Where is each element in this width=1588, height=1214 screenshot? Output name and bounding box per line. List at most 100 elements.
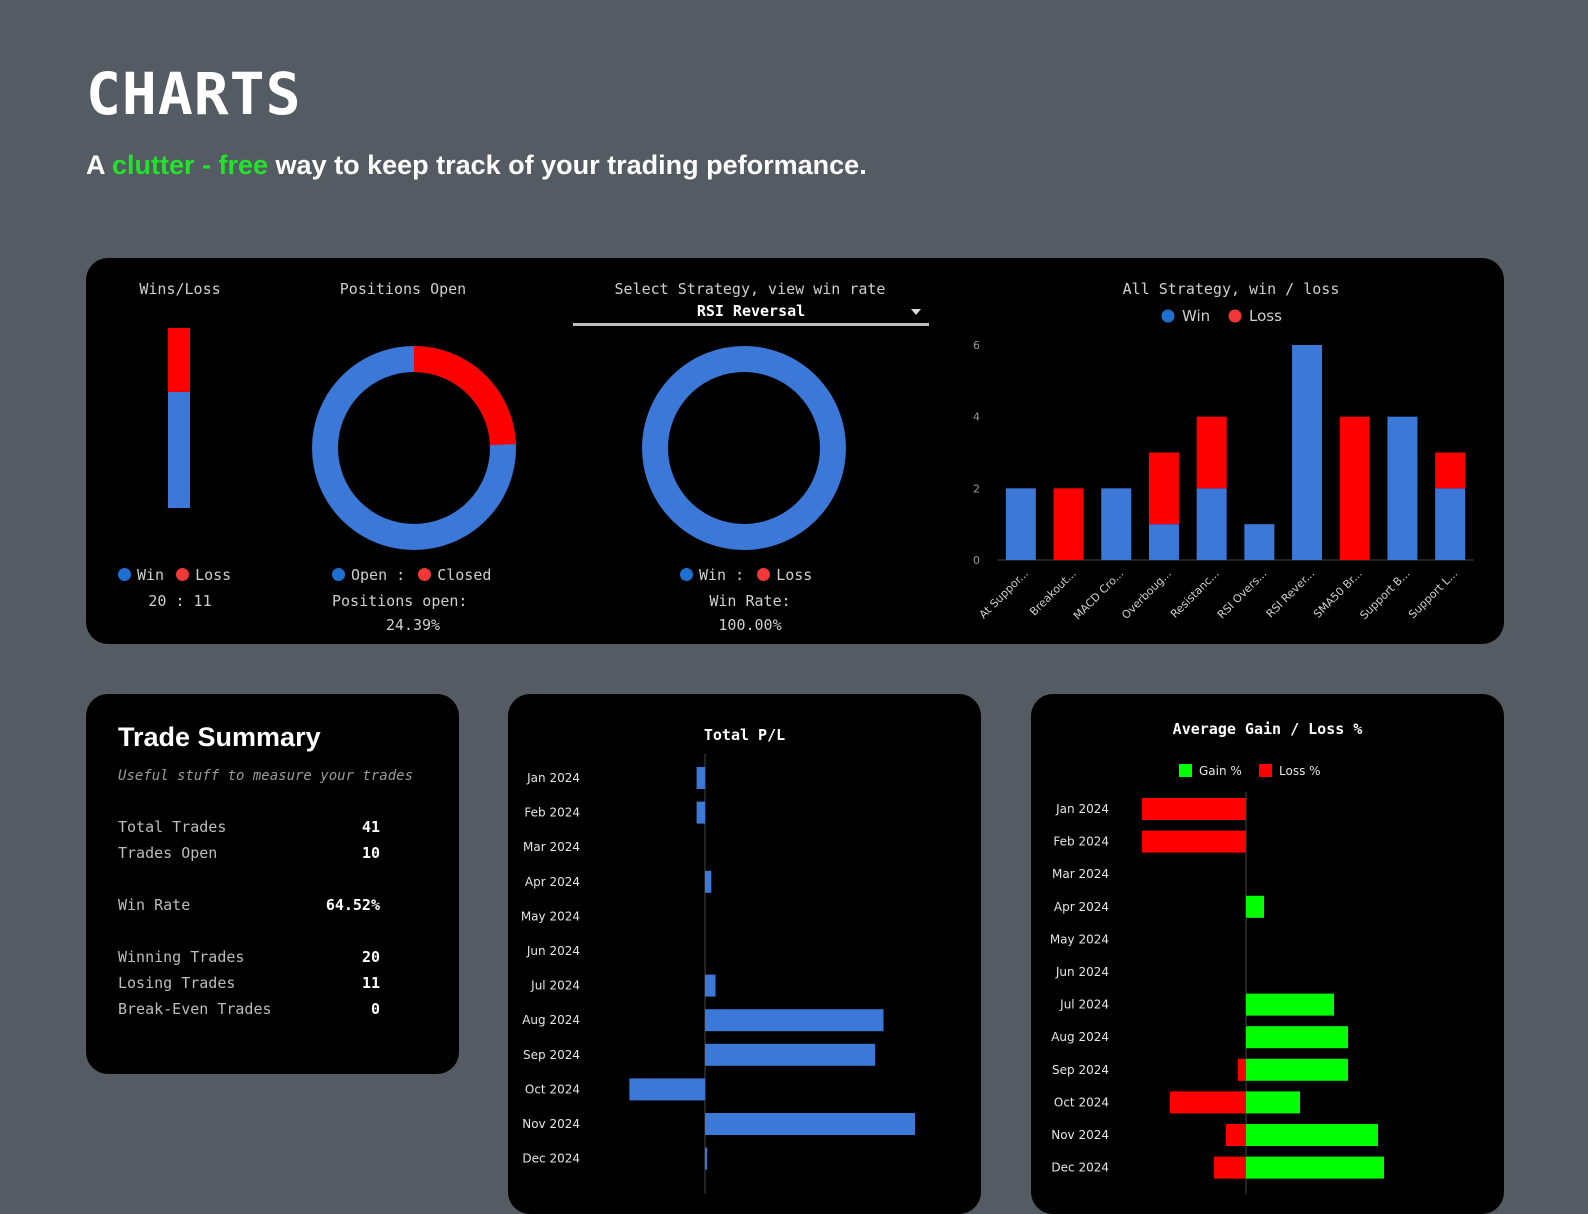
losing-trades-value: 11 <box>361 974 380 992</box>
positions-open-donut <box>312 346 516 550</box>
overview-panel: Wins/Loss Win Loss 20 : 11 Positions Open… <box>86 258 1504 644</box>
page-subtitle: A clutter - free way to keep track of yo… <box>86 150 867 181</box>
pl-bar <box>705 1147 708 1170</box>
win-dot-icon <box>680 568 693 581</box>
all-strategy-title: All Strategy, win / loss <box>1122 280 1340 298</box>
win-dot-icon <box>118 568 131 581</box>
legend-win-label: Win <box>1182 307 1210 325</box>
loss-legend-swatch <box>1259 764 1272 777</box>
y-tick-label: Aug 2024 <box>1051 1030 1109 1044</box>
legend-separator: : <box>735 566 745 584</box>
wins-bar-segment <box>168 391 190 508</box>
loss-dot-icon <box>757 568 771 581</box>
y-tick-label: Oct 2024 <box>525 1082 580 1096</box>
y-tick-label: Jul 2024 <box>530 979 580 993</box>
legend-open-label: Open <box>351 566 388 584</box>
gain-bar <box>1246 1156 1384 1179</box>
winning-trades-row: Winning Trades 20 <box>118 948 380 966</box>
legend-loss-label: Loss <box>776 566 813 584</box>
total-pl-title: Total P/L <box>703 726 786 744</box>
y-tick-label: Jun 2024 <box>1055 965 1109 979</box>
legend-win-label: Win <box>699 566 727 584</box>
x-tick-label: RSI Rever... <box>1264 567 1317 620</box>
closed-arc <box>413 346 516 446</box>
loss-dot-icon <box>1228 309 1242 323</box>
trade-summary-title: Trade Summary <box>118 722 321 752</box>
total-pl-chart: Jan 2024 Feb 2024 Mar 2024 Apr 2024 May 2024… <box>521 754 915 1194</box>
win-bar <box>1435 488 1466 560</box>
positions-open-title: Positions Open <box>339 280 467 298</box>
x-tick-label: Overboug... <box>1119 567 1174 622</box>
gain-bar <box>1246 1026 1348 1049</box>
loss-bar <box>1142 830 1246 853</box>
win-rate-label: Win Rate <box>118 896 191 914</box>
breakeven-trades-row: Break-Even Trades 0 <box>118 1000 380 1018</box>
x-tick-label: Breakout... <box>1027 567 1078 618</box>
strategy-select-title: Select Strategy, view win rate <box>614 280 886 298</box>
y-tick-label: 4 <box>973 411 980 424</box>
y-tick-label: Mar 2024 <box>1052 867 1109 881</box>
trades-open-row: Trades Open 10 <box>118 844 380 862</box>
loss-bar <box>1339 416 1370 560</box>
loss-bar <box>1435 452 1466 489</box>
closed-dot-icon <box>418 568 432 581</box>
gain-bar <box>1246 895 1264 918</box>
y-tick-label: Dec 2024 <box>1051 1161 1109 1175</box>
breakeven-trades-label: Break-Even Trades <box>118 1000 272 1018</box>
win-bar <box>1292 345 1323 560</box>
loss-bar <box>1238 1058 1246 1081</box>
pl-bar <box>705 870 712 893</box>
win-bar <box>1101 488 1132 560</box>
win-rate-caption: Win Rate: <box>709 592 791 610</box>
breakeven-trades-value: 0 <box>370 1000 380 1018</box>
win-dot-icon <box>1161 309 1175 323</box>
y-tick-label: Apr 2024 <box>525 875 580 889</box>
loss-bar <box>1053 488 1084 560</box>
win-bar <box>1148 524 1179 560</box>
y-tick-label: 0 <box>973 554 980 567</box>
avg-gain-loss-title: Average Gain / Loss % <box>1172 720 1363 738</box>
legend-loss-label: Loss % <box>1279 764 1321 778</box>
y-tick-label: Dec 2024 <box>522 1152 580 1166</box>
subtitle-suffix: way to keep track of your trading peform… <box>268 150 867 180</box>
loss-bar <box>1226 1124 1246 1146</box>
y-tick-label: Jan 2024 <box>1055 802 1109 816</box>
y-tick-label: Nov 2024 <box>1051 1128 1109 1142</box>
y-tick-label: Jul 2024 <box>1059 998 1109 1012</box>
legend-closed-label: Closed <box>437 566 492 584</box>
x-tick-label: RSI Overs... <box>1215 567 1269 621</box>
y-tick-label: Sep 2024 <box>1052 1063 1109 1077</box>
loss-bar <box>1142 798 1246 820</box>
loss-bar <box>1196 416 1227 489</box>
wins-loss-ratio: 20 : 11 <box>148 592 212 610</box>
win-bar <box>1244 524 1275 560</box>
win-bar <box>1196 488 1227 560</box>
y-tick-label: Aug 2024 <box>522 1013 580 1027</box>
trade-summary-panel: Trade Summary Useful stuff to measure yo… <box>86 694 459 1074</box>
win-bar <box>1005 488 1036 560</box>
y-tick-label: Sep 2024 <box>523 1048 580 1062</box>
page-title: CHARTS <box>86 60 302 128</box>
positions-open-caption: Positions open: <box>332 592 468 610</box>
winning-trades-value: 20 <box>361 948 380 966</box>
gain-bar <box>1246 1058 1348 1081</box>
all-strategy-chart: Win Loss 0 2 4 6 At Suppor...Breakout...MACD C… <box>973 307 1474 622</box>
x-tick-label: Resistanc... <box>1168 567 1222 621</box>
trades-open-value: 10 <box>361 844 380 862</box>
pl-bar <box>705 1043 876 1066</box>
pl-bar <box>705 1009 884 1032</box>
trade-summary-subtitle: Useful stuff to measure your trades <box>118 768 414 784</box>
loss-bar <box>1170 1091 1246 1114</box>
strategy-selected-value: RSI Reversal <box>696 302 806 320</box>
x-tick-label: At Suppor... <box>977 567 1031 621</box>
y-tick-label: Apr 2024 <box>1054 900 1109 914</box>
pl-bar <box>629 1078 705 1101</box>
total-trades-row: Total Trades 41 <box>118 818 380 836</box>
total-trades-label: Total Trades <box>118 818 227 836</box>
x-tick-label: Support B... <box>1357 567 1412 622</box>
all-strategy-legend: Win Loss <box>1161 307 1282 325</box>
strategy-legend: Win : Loss <box>680 566 812 584</box>
wins-loss-title: Wins/Loss <box>139 280 221 298</box>
y-tick-label: May 2024 <box>521 909 580 923</box>
strategy-dropdown[interactable]: RSI Reversal <box>573 300 929 326</box>
